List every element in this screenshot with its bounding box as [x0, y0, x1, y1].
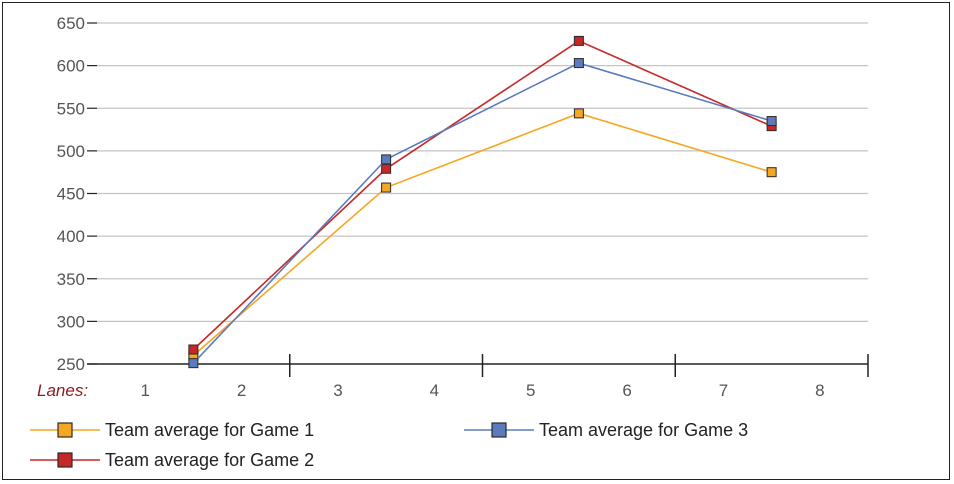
- y-tick-label: 250: [57, 355, 85, 374]
- y-tick-label: 300: [57, 312, 85, 331]
- x-tick-label: 2: [237, 381, 246, 400]
- y-tick-label: 550: [57, 99, 85, 118]
- y-tick-label: 600: [57, 57, 85, 76]
- x-tick-label: 4: [430, 381, 439, 400]
- data-point: [573, 35, 584, 46]
- series-line: [192, 39, 772, 351]
- y-tick-label: 450: [57, 185, 85, 204]
- x-tick-label: 8: [815, 381, 824, 400]
- x-tick-label: 1: [140, 381, 149, 400]
- x-tick-label: 6: [622, 381, 631, 400]
- data-point: [188, 358, 199, 369]
- y-tick-label: 500: [57, 142, 85, 161]
- data-point: [573, 58, 584, 69]
- x-axis: Lanes: 1 2 3 4 5 6 7 8: [37, 354, 869, 400]
- data-point: [573, 108, 584, 119]
- legend-label: Team average for Game 1: [105, 420, 314, 440]
- series-lines: [188, 35, 777, 369]
- legend-label: Team average for Game 2: [105, 450, 314, 470]
- y-tick-label: 350: [57, 270, 85, 289]
- x-tick-label: 5: [526, 381, 535, 400]
- x-axis-title: Lanes:: [37, 381, 88, 400]
- legend-marker: [57, 452, 73, 468]
- data-point: [381, 163, 392, 174]
- data-point: [188, 344, 199, 355]
- legend-label: Team average for Game 3: [539, 420, 748, 440]
- y-tick-label: 400: [57, 227, 85, 246]
- series-line: [192, 62, 772, 364]
- legend: Team average for Game 1 Team average for …: [30, 420, 748, 470]
- data-point: [766, 167, 777, 178]
- series-line: [192, 112, 772, 357]
- x-tick-label: 3: [333, 381, 342, 400]
- data-point: [381, 182, 392, 193]
- data-point: [381, 154, 392, 165]
- y-axis: 250 300 350 400 450 500 550 600 650: [57, 14, 97, 374]
- legend-marker: [491, 422, 507, 438]
- y-tick-label: 650: [57, 14, 85, 33]
- gridlines: [97, 22, 868, 322]
- legend-marker: [57, 422, 73, 438]
- x-tick-label: 7: [719, 381, 728, 400]
- data-point: [766, 116, 777, 127]
